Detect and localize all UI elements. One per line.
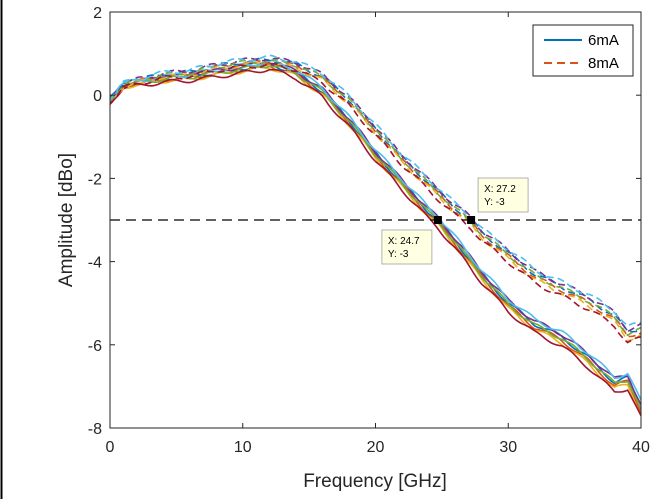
legend-label-8ma: 8mA bbox=[588, 55, 619, 72]
series-line-6ma-4 bbox=[109, 65, 642, 409]
datatip-y-text: Y: -3 bbox=[484, 197, 505, 208]
x-tick-label: 40 bbox=[632, 439, 650, 456]
x-tick-label: 30 bbox=[499, 439, 517, 456]
x-tick-label: 0 bbox=[106, 439, 115, 456]
datatip-x-text: X: 24.7 bbox=[388, 236, 420, 247]
y-tick-label: -8 bbox=[88, 421, 102, 438]
datatip-x-text: X: 27.2 bbox=[484, 184, 516, 195]
datatip-box bbox=[477, 177, 529, 213]
y-tick-label: -6 bbox=[88, 338, 102, 355]
series-line-8ma-5 bbox=[109, 62, 642, 344]
series-line-8ma-6 bbox=[109, 54, 641, 327]
legend-label-6ma: 6mA bbox=[588, 32, 619, 49]
series-line-6ma-3 bbox=[109, 62, 642, 405]
datatip-marker[interactable] bbox=[467, 216, 476, 224]
series-line-8ma-4 bbox=[109, 58, 642, 337]
x-axis-label: Frequency [GHz] bbox=[303, 471, 447, 492]
datatip-y-text: Y: -3 bbox=[388, 249, 409, 260]
series-line-8ma-2 bbox=[109, 61, 642, 342]
datatip-box bbox=[381, 229, 433, 265]
datatip-layer: X: 24.7 Y: -3 X: 27.2 Y: -3 bbox=[381, 177, 529, 265]
y-tick-label: -2 bbox=[88, 171, 102, 188]
x-tick-label: 10 bbox=[234, 439, 252, 456]
y-tick-label: 2 bbox=[93, 5, 102, 22]
series-layer bbox=[109, 54, 642, 416]
series-line-8ma-3 bbox=[109, 57, 642, 333]
x-tick-label: 20 bbox=[367, 439, 385, 456]
series-line-6ma-6 bbox=[109, 59, 642, 401]
y-axis-label: Amplitude [dBo] bbox=[56, 153, 77, 287]
legend: 6mA 8mA bbox=[532, 24, 634, 77]
y-tick-label: 0 bbox=[93, 88, 102, 105]
legend-box bbox=[532, 24, 634, 77]
series-line-6ma-5 bbox=[109, 68, 642, 416]
datatip-marker[interactable] bbox=[433, 216, 442, 224]
y-tick-label: -4 bbox=[88, 255, 102, 272]
